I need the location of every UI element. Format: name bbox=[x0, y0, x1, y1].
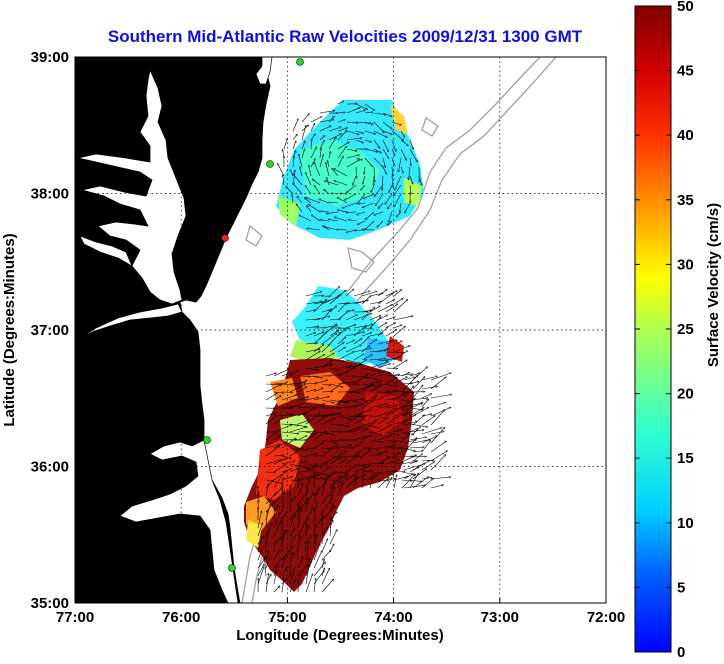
colorbar-tick-label: 30 bbox=[677, 256, 694, 273]
y-tick-label: 38:00 bbox=[31, 186, 69, 203]
station-marker bbox=[222, 235, 229, 242]
x-tick-label: 75:00 bbox=[268, 609, 306, 626]
colorbar-tick-label: 40 bbox=[677, 127, 694, 144]
station-marker bbox=[297, 59, 304, 66]
y-tick-label: 36:00 bbox=[31, 459, 69, 476]
figure-title: Southern Mid-Atlantic Raw Velocities 200… bbox=[108, 27, 583, 46]
colorbar-tick-label: 35 bbox=[677, 192, 694, 209]
station-marker bbox=[204, 437, 211, 444]
colorbar-gradient bbox=[635, 6, 671, 652]
x-tick-label: 76:00 bbox=[162, 609, 200, 626]
colorbar-tick-label: 50 bbox=[677, 0, 694, 15]
station-marker bbox=[229, 565, 236, 572]
x-axis-label: Longitude (Degrees:Minutes) bbox=[236, 627, 444, 644]
colorbar-tick-label: 15 bbox=[677, 450, 694, 467]
station-marker bbox=[267, 161, 274, 168]
colorbar: 0 5 10 15 20 25 30 35 40 45 50 Surface Velocity (c… bbox=[635, 0, 722, 659]
colorbar-tick-label: 5 bbox=[677, 579, 685, 596]
colorbar-tick-label: 0 bbox=[677, 644, 685, 659]
x-tick-label: 73:00 bbox=[481, 609, 519, 626]
colorbar-label: Surface Velocity (cm/s) bbox=[705, 203, 722, 367]
colorbar-tick-label: 25 bbox=[677, 321, 694, 338]
colorbar-tick-label: 20 bbox=[677, 386, 694, 403]
y-axis-label: Latitude (Degrees:Minutes) bbox=[1, 233, 18, 426]
y-tick-label: 39:00 bbox=[31, 49, 69, 66]
colorbar-tick-label: 45 bbox=[677, 63, 694, 80]
map-plot-area bbox=[75, 57, 606, 603]
x-tick-label: 74:00 bbox=[374, 609, 412, 626]
x-tick-label: 72:00 bbox=[587, 609, 625, 626]
y-tick-label: 37:00 bbox=[31, 322, 69, 339]
colorbar-tick-label: 10 bbox=[677, 515, 694, 532]
y-tick-label: 35:00 bbox=[31, 595, 69, 612]
y-axis-ticks: 39:00 38:00 37:00 36:00 35:00 bbox=[31, 49, 80, 612]
